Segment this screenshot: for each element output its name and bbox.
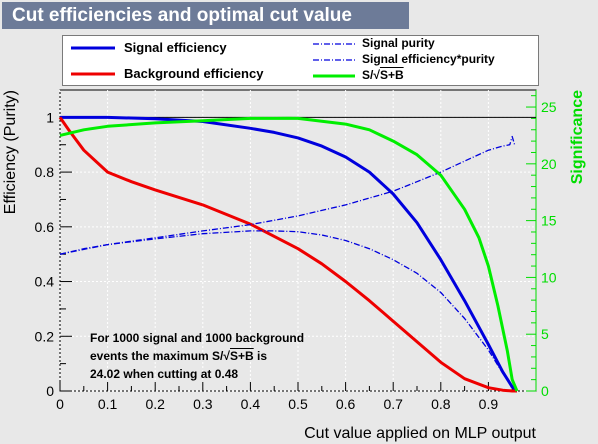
chart-title: Cut efficiencies and optimal cut value bbox=[2, 2, 409, 29]
y-tick-label: 0.6 bbox=[35, 219, 55, 235]
y-axis: 0 0.2 0.4 0.6 0.8 1 bbox=[35, 89, 72, 399]
significance-tick-label: 0 bbox=[541, 383, 549, 399]
significance-axis-label: Significance bbox=[569, 90, 586, 184]
x-tick-label: 0.7 bbox=[383, 396, 403, 412]
significance-tick-label: 15 bbox=[541, 213, 557, 229]
x-axis-label: Cut value applied on MLP output bbox=[304, 425, 536, 442]
x-tick-label: 0.6 bbox=[336, 396, 356, 412]
x-tick-label: 0.9 bbox=[479, 396, 499, 412]
legend-label-signal-purity: Signal purity bbox=[362, 36, 435, 50]
y-tick-label: 0.8 bbox=[35, 164, 55, 180]
legend-label-efficiency-purity: Signal efficiency*purity bbox=[362, 52, 495, 66]
x-tick-label: 0.8 bbox=[431, 396, 451, 412]
x-tick-label: 0.5 bbox=[288, 396, 308, 412]
annotation-line-3: 24.02 when cutting at 0.48 bbox=[90, 367, 239, 381]
significance-tick-label: 5 bbox=[541, 326, 549, 342]
significance-tick-label: 20 bbox=[541, 156, 557, 172]
optimal-cut-annotation: For 1000 signal and 1000 background even… bbox=[90, 329, 304, 383]
annotation-line-1: For 1000 signal and 1000 background bbox=[90, 331, 305, 345]
legend-swatch-significance bbox=[313, 74, 355, 78]
x-tick-label: 0.1 bbox=[98, 396, 118, 412]
y-tick-label: 1 bbox=[46, 109, 54, 125]
significance-tick-label: 25 bbox=[541, 99, 557, 115]
series-line-2 bbox=[59, 135, 516, 255]
y-axis-label: Efficiency (Purity) bbox=[2, 90, 19, 214]
x-tick-label: 0.2 bbox=[145, 396, 165, 412]
legend-label-significance: S/√S+B bbox=[362, 68, 404, 82]
legend-label-signal-efficiency: Signal efficiency bbox=[124, 40, 227, 55]
x-tick-label: 0.4 bbox=[241, 396, 261, 412]
series-line-3 bbox=[59, 230, 518, 392]
significance-axis: 0 5 10 15 20 25 bbox=[526, 90, 557, 399]
legend-swatch-background-efficiency bbox=[71, 72, 115, 76]
y-tick-label: 0 bbox=[46, 383, 54, 399]
y-tick-label: 0.4 bbox=[35, 274, 55, 290]
legend-label-background-efficiency: Background efficiency bbox=[124, 66, 264, 81]
legend-swatch-efficiency-purity bbox=[313, 59, 355, 61]
x-tick-label: 0 bbox=[56, 396, 64, 412]
x-axis: 0 0.1 0.2 0.3 0.4 0.5 0.6 0.7 0.8 0.9 bbox=[56, 382, 513, 412]
legend: Signal efficiency Background efficiency … bbox=[62, 35, 539, 86]
legend-swatch-signal-purity bbox=[313, 43, 355, 45]
series-line-0 bbox=[60, 115, 518, 393]
annotation-line-2: events the maximum S/√S+B is bbox=[90, 349, 268, 363]
legend-swatch-signal-efficiency bbox=[71, 46, 115, 50]
series-line-4 bbox=[59, 116, 519, 392]
significance-tick-label: 10 bbox=[541, 269, 557, 285]
series-lines bbox=[58, 115, 519, 393]
y-tick-label: 0.2 bbox=[35, 328, 55, 344]
series-line-1 bbox=[58, 116, 517, 393]
x-tick-label: 0.3 bbox=[193, 396, 213, 412]
